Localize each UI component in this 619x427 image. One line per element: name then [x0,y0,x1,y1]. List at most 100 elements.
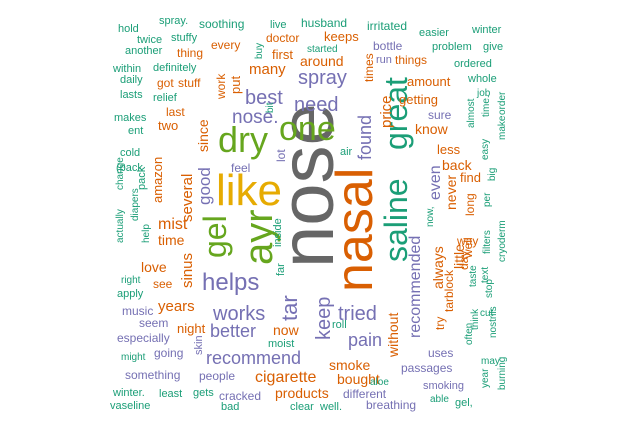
word-keep: keep [313,297,335,340]
word-thing: thing [177,46,203,60]
word-able: able [430,394,449,405]
word-bit: bit [265,102,276,113]
word-best: best [245,87,283,109]
word-cigarette: cigarette [255,369,316,386]
word-buy: buy [254,43,265,59]
word-better: better [210,321,256,341]
word-burning: burning [497,357,508,390]
word-whole: whole [467,73,497,85]
word-something: something [125,368,180,382]
word-works: works [212,303,265,325]
word-many: many [249,61,286,78]
word-husband: husband [301,16,347,30]
word-think: think [470,308,481,330]
word-another: another [125,45,163,57]
word-passages: passages [401,361,452,375]
word-lot: lot [274,149,288,162]
word-every: every [211,38,240,52]
word-problem: problem [432,41,472,53]
word-moist: moist [268,338,294,350]
word-often: often [464,323,475,345]
word-never: never [443,175,459,210]
word-keeps: keeps [324,29,359,44]
word-definitely: definitely [153,62,197,74]
word-relief: relief [153,92,178,104]
word-well: well [461,237,475,259]
word-daily: daily [120,74,143,86]
word-clear: clear [290,401,314,413]
word-stop: stop [484,279,495,298]
word-different: different [343,387,387,401]
word-nasal: nasal [326,168,384,292]
word-price: price [378,95,395,128]
word-cryoderm: cryoderm [497,220,508,262]
word-change: change [115,157,126,190]
word-within: within [112,63,141,75]
word-aloe: aloe [370,377,389,388]
word-saline: saline [378,178,414,262]
word-doctor: doctor [266,31,299,45]
word-winter: winter. [112,387,145,399]
word-sinus: sinus [179,253,196,288]
word-amount: amount [407,74,451,89]
word-gel: gel [197,215,233,258]
word-order: order [497,91,508,115]
word-pack: pack [136,166,148,190]
word-might: might [121,352,146,363]
word-give: give [483,41,503,53]
word-without: without [385,313,401,358]
word-help: help [141,224,152,243]
word-gets: gets [193,387,214,399]
word-recommended: recommended [407,236,424,338]
word-least: least [159,388,182,400]
word-one: one [279,110,336,148]
word-helps: helps [202,269,259,296]
word-got: got [157,76,174,90]
word-breathing: breathing [366,398,416,412]
word-nostrils: nostrils [488,306,499,338]
word-recommend: recommend [206,348,301,368]
word-around: around [300,53,344,69]
word-seem: seem [139,316,168,330]
word-now: now, [425,206,436,227]
word-make: make [497,115,508,140]
word-time: time [158,232,185,248]
word-less: less [437,142,461,157]
word-time: time. [481,95,492,117]
word-music: music [122,304,153,318]
word-products: products [275,385,329,401]
word-filters: filters [482,230,493,254]
word-pack: (pack [116,162,143,174]
word-know: know [415,121,449,137]
word-spray: spray [298,67,347,89]
word-mist: mist [158,216,188,233]
word-things: things [395,53,427,67]
word-back: back [442,157,473,173]
word-people: people [199,369,235,383]
word-well: well. [319,401,342,413]
word-tar: tar [277,295,302,321]
word-amazon: amazon [150,157,165,203]
word-stuff: stuff [178,76,201,90]
word-going: going [154,346,183,360]
word-pain: pain [348,330,382,350]
word-night: night [177,321,206,336]
word-spray: spray. [159,15,188,27]
word-roll: roll [332,319,347,331]
word-long: long [463,193,477,216]
word-actually: actually [115,209,126,243]
word-easy: easy [480,139,491,160]
word-right: right [121,275,141,286]
word-bad: bad [221,401,239,413]
word-bottle: bottle [373,39,403,53]
word-irritated: irritated [367,19,407,33]
word-run: run [376,54,392,66]
word-may: may [481,356,500,367]
word-put: put [228,76,243,94]
word-skin: skin [193,335,205,355]
word-good: good [195,167,214,205]
word-easier: easier [419,27,449,39]
word-vaseline: vaseline [110,400,150,412]
word-text: text [480,267,491,283]
word-diapers: diapers [130,188,141,221]
